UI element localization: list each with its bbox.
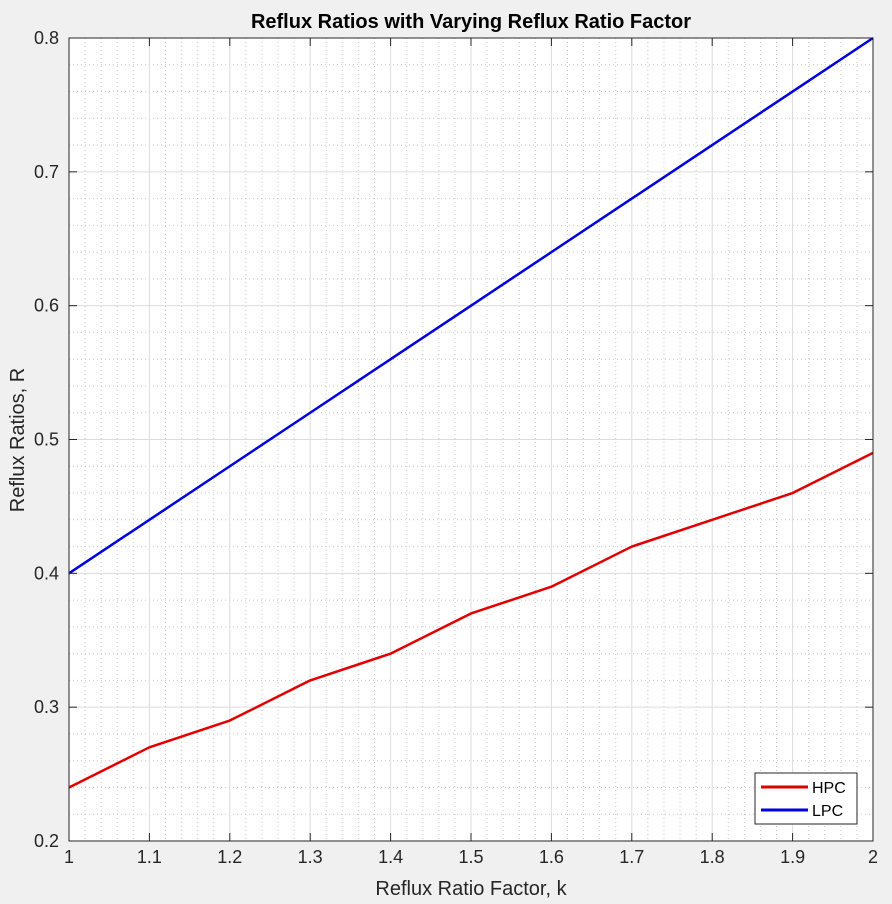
y-tick-label: 0.5 — [34, 430, 59, 450]
series-lines — [68, 36, 874, 789]
y-tick-label: 0.6 — [34, 296, 59, 316]
x-tick-label: 1.3 — [298, 847, 323, 867]
x-tick-label: 1.2 — [217, 847, 242, 867]
legend-label-hpc: HPC — [812, 780, 846, 797]
x-tick-label: 1.7 — [619, 847, 644, 867]
series-line-lpc — [68, 36, 874, 575]
series-line-hpc — [68, 451, 874, 789]
x-tick-label: 1 — [64, 847, 74, 867]
x-tick-label: 2 — [868, 847, 878, 867]
legend-box — [754, 772, 858, 825]
y-tick-label: 0.3 — [34, 697, 59, 717]
x-tick-label: 1.1 — [137, 847, 162, 867]
y-tick-label: 0.7 — [34, 162, 59, 182]
x-axis-ticks: 1 1.1 1.2 1.3 1.4 1.5 1.6 1.7 1.8 1.9 2 — [64, 38, 878, 867]
x-tick-label: 1.5 — [458, 847, 483, 867]
y-tick-label: 0.4 — [34, 563, 59, 583]
x-tick-label: 1.8 — [700, 847, 725, 867]
chart-title: Reflux Ratios with Varying Reflux Ratio … — [251, 11, 691, 33]
legend-label-lpc: LPC — [812, 803, 843, 820]
y-axis-title: Reflux Ratios, R — [7, 368, 29, 513]
x-tick-label: 1.4 — [378, 847, 403, 867]
y-axis-ticks: 0.2 0.3 0.4 0.5 0.6 0.7 0.8 — [34, 28, 873, 851]
x-tick-label: 1.6 — [539, 847, 564, 867]
y-tick-label: 0.2 — [34, 831, 59, 851]
x-tick-label: 1.9 — [780, 847, 805, 867]
legend[interactable]: HPC LPC — [754, 772, 858, 825]
y-tick-label: 0.8 — [34, 28, 59, 48]
x-axis-title: Reflux Ratio Factor, k — [375, 878, 567, 900]
